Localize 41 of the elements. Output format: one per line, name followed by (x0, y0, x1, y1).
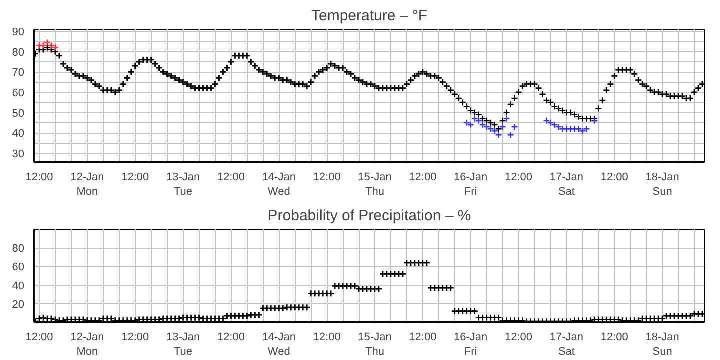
x-tick-label: 16-Jan Fri (454, 332, 488, 358)
x-tick-label: 12:00 (122, 332, 150, 344)
x-tick-label: 14-Jan Wed (262, 172, 296, 198)
x-tick-label: 18-Jan Sun (646, 172, 680, 198)
x-tick-label: 12:00 (313, 332, 341, 344)
y-tick-label: 50 (12, 108, 25, 120)
x-tick-label: 12:00 (217, 172, 245, 184)
x-tick-label: 13-Jan Tue (166, 332, 200, 358)
x-tick-label: 12:00 (505, 172, 533, 184)
x-tick-label: 12:00 (505, 332, 533, 344)
x-tick-label: 15-Jan Thu (358, 332, 392, 358)
y-tick-label: 80 (12, 243, 25, 256)
y-tick-label: 80 (12, 46, 25, 59)
x-tick-label: 12-Jan Mon (70, 172, 104, 198)
x-tick-label: 15-Jan Thu (358, 172, 392, 198)
y-tick-label: 90 (12, 26, 25, 39)
x-tick-label: 16-Jan Fri (454, 172, 488, 198)
x-tick-label: 17-Jan Sat (550, 332, 584, 358)
x-tick-label: 12:00 (122, 172, 150, 184)
x-tick-label: 12:00 (409, 172, 437, 184)
x-tick-label: 12:00 (313, 172, 341, 184)
x-tick-label: 14-Jan Wed (262, 332, 296, 358)
chart-title: Probability of Precipitation – % (268, 208, 472, 224)
x-tick-label: 12:00 (26, 332, 54, 344)
y-tick-label: 60 (12, 87, 25, 100)
x-tick-label: 12:00 (600, 172, 628, 184)
y-tick-label: 40 (12, 128, 25, 140)
x-tick-label: 12:00 (600, 332, 628, 344)
x-tick-label: 18-Jan Sun (646, 332, 680, 358)
x-tick-label: 13-Jan Tue (166, 172, 200, 198)
y-tick-label: 30 (12, 148, 25, 160)
x-tick-label: 12:00 (26, 172, 54, 184)
y-tick-label: 70 (12, 67, 25, 80)
x-tick-label: 12:00 (409, 332, 437, 344)
y-tick-label: 60 (12, 262, 25, 274)
x-tick-label: 12:00 (217, 332, 245, 344)
x-tick-label: 17-Jan Sat (550, 172, 584, 198)
chart-title: Temperature – °F (311, 8, 428, 24)
y-tick-label: 40 (12, 280, 25, 292)
x-tick-label: 12-Jan Mon (70, 332, 104, 358)
y-tick-label: 20 (12, 298, 25, 311)
